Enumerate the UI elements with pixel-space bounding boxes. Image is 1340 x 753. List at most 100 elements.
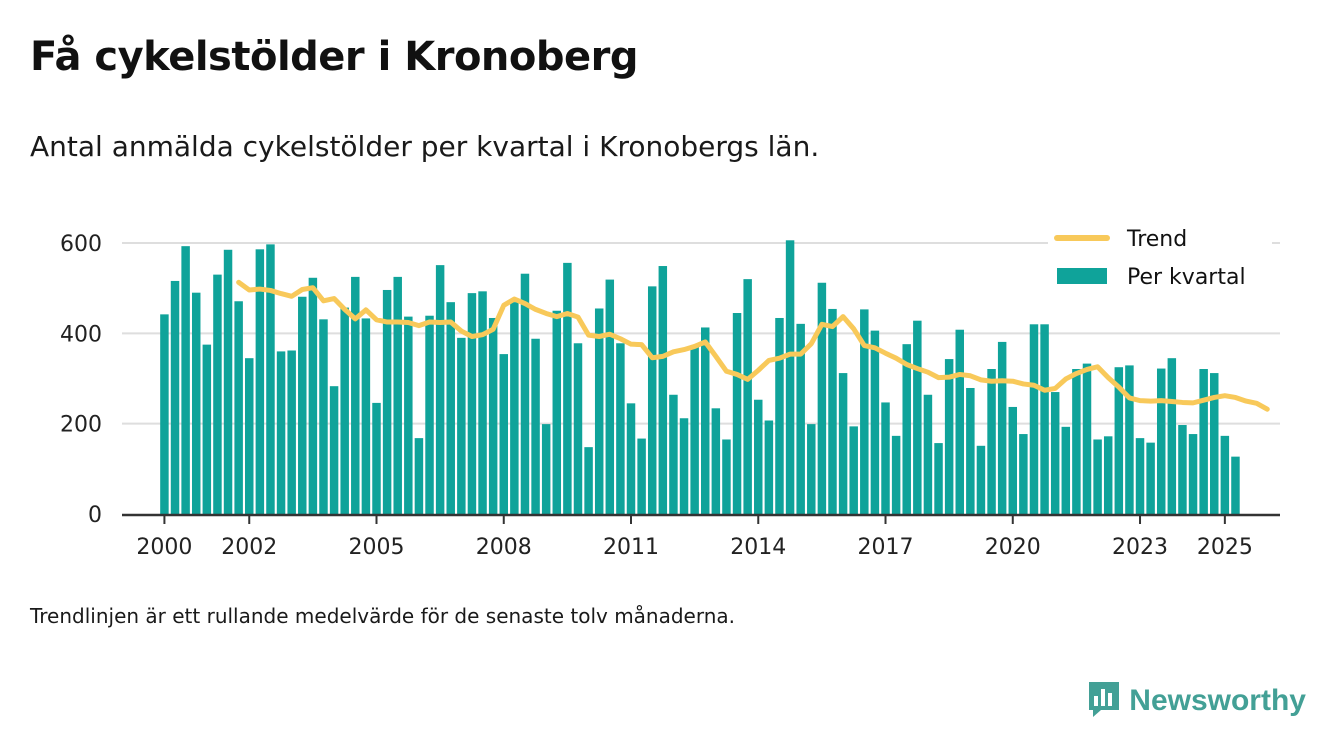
bar bbox=[478, 291, 487, 514]
bar bbox=[552, 310, 562, 514]
x-axis: 2000 2002 2005 2008 2011 2014 2017 2020 2023 2025 bbox=[122, 513, 1280, 560]
bar bbox=[191, 292, 201, 514]
chart-title: Få cykelstölder i Kronoberg bbox=[30, 34, 639, 80]
bar bbox=[541, 424, 551, 514]
x-tick-label: 2017 bbox=[858, 535, 914, 560]
bar bbox=[435, 265, 445, 514]
bar bbox=[1008, 406, 1018, 514]
bar bbox=[1199, 369, 1208, 514]
bar bbox=[361, 318, 371, 514]
bar bbox=[616, 343, 625, 514]
bar bbox=[1082, 363, 1092, 514]
bar bbox=[372, 402, 381, 514]
bar bbox=[838, 373, 848, 514]
bar bbox=[976, 445, 986, 514]
bar bbox=[245, 358, 254, 514]
bar bbox=[743, 279, 752, 514]
bar bbox=[775, 317, 784, 514]
bar bbox=[170, 280, 180, 514]
bar bbox=[1072, 369, 1081, 514]
bar bbox=[785, 240, 795, 515]
bar bbox=[764, 420, 774, 514]
bar bbox=[467, 293, 477, 514]
bar bbox=[319, 319, 328, 514]
bars bbox=[160, 240, 1240, 515]
bar bbox=[1210, 373, 1219, 514]
bar bbox=[1125, 365, 1134, 514]
bar bbox=[934, 443, 943, 514]
bar bbox=[690, 345, 699, 514]
bar bbox=[732, 313, 742, 514]
newsworthy-logo-icon bbox=[1087, 680, 1121, 722]
bar bbox=[1135, 438, 1145, 514]
legend-trend-label: Trend bbox=[1126, 227, 1187, 252]
bar bbox=[1019, 434, 1028, 514]
bar bbox=[1029, 324, 1039, 514]
bar bbox=[923, 394, 933, 514]
bar bbox=[647, 286, 657, 514]
bar bbox=[1061, 426, 1071, 514]
bar bbox=[594, 308, 604, 514]
y-tick-label: 400 bbox=[60, 322, 102, 347]
chart-note: Trendlinjen är ett rullande medelvärde f… bbox=[30, 604, 736, 628]
bar bbox=[637, 438, 646, 514]
bar bbox=[382, 289, 392, 514]
x-tick-label: 2000 bbox=[136, 535, 192, 560]
bar bbox=[1156, 368, 1166, 514]
bar bbox=[807, 424, 816, 514]
bar bbox=[997, 341, 1007, 514]
x-tick-label: 2023 bbox=[1112, 535, 1168, 560]
bar bbox=[828, 308, 837, 514]
bar bbox=[944, 359, 954, 514]
bar bbox=[499, 354, 508, 514]
x-tick-label: 2008 bbox=[476, 535, 532, 560]
bar bbox=[563, 262, 572, 514]
legend-bar-label: Per kvartal bbox=[1127, 265, 1246, 290]
bar bbox=[202, 344, 212, 515]
bar bbox=[626, 403, 636, 514]
bar bbox=[669, 394, 678, 514]
bar bbox=[754, 399, 763, 514]
bar bbox=[796, 323, 805, 514]
x-tick-label: 2005 bbox=[349, 535, 405, 560]
bar bbox=[902, 344, 911, 514]
bar bbox=[1114, 367, 1124, 514]
y-tick-label: 600 bbox=[60, 232, 102, 257]
bar bbox=[1220, 435, 1230, 514]
bar bbox=[520, 273, 530, 514]
bar bbox=[955, 329, 964, 514]
bar bbox=[404, 316, 413, 514]
bar bbox=[701, 327, 710, 514]
bar bbox=[1188, 434, 1198, 514]
bar bbox=[160, 314, 169, 514]
legend-bar-swatch bbox=[1057, 268, 1107, 284]
bar bbox=[266, 244, 275, 515]
bar bbox=[881, 402, 890, 514]
bar bbox=[340, 307, 349, 514]
bar bbox=[414, 438, 424, 514]
bar bbox=[298, 296, 307, 514]
bar bbox=[329, 386, 339, 514]
bar bbox=[393, 276, 402, 515]
y-tick-label: 0 bbox=[88, 503, 102, 528]
bar bbox=[573, 343, 583, 514]
bar bbox=[1146, 442, 1155, 514]
bar bbox=[1167, 358, 1177, 514]
bar bbox=[223, 249, 233, 514]
bar bbox=[658, 266, 668, 514]
bar bbox=[987, 369, 996, 514]
bar bbox=[510, 302, 519, 514]
x-tick-label: 2011 bbox=[603, 535, 659, 560]
bar bbox=[287, 350, 296, 514]
bar bbox=[531, 338, 540, 514]
bar bbox=[234, 301, 243, 514]
bar bbox=[860, 309, 869, 514]
bar bbox=[966, 387, 975, 514]
chart-subtitle: Antal anmälda cykelstölder per kvartal i… bbox=[30, 130, 820, 163]
bar bbox=[870, 330, 880, 514]
bar bbox=[213, 274, 222, 514]
bar bbox=[1231, 456, 1240, 514]
trend-series bbox=[236, 279, 1270, 412]
bar bbox=[181, 246, 190, 514]
bar bbox=[425, 315, 434, 514]
